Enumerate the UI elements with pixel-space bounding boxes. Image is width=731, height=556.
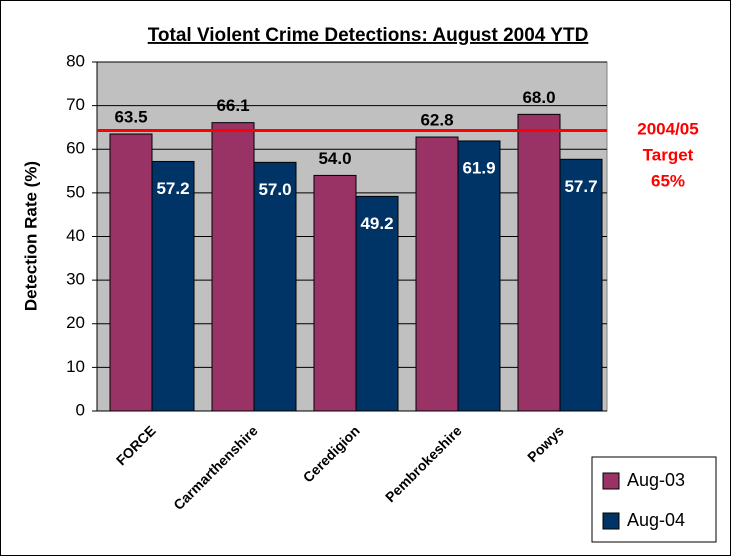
legend-label: Aug-04 xyxy=(627,510,685,530)
data-label: 57.0 xyxy=(258,180,291,199)
y-tick-label: 30 xyxy=(66,270,85,289)
legend-label: Aug-03 xyxy=(627,470,685,490)
y-tick-label: 40 xyxy=(66,226,85,245)
bar xyxy=(211,122,255,412)
bar xyxy=(109,133,153,412)
bar xyxy=(253,161,297,412)
y-tick-label: 50 xyxy=(66,182,85,201)
data-label: 62.8 xyxy=(420,111,453,130)
target-annotation: Target xyxy=(643,145,694,164)
y-tick-label: 80 xyxy=(66,51,85,70)
y-tick-label: 0 xyxy=(76,400,85,419)
y-axis-label: Detection Rate (%) xyxy=(21,161,40,311)
bar xyxy=(559,158,603,412)
data-label: 63.5 xyxy=(114,107,147,126)
data-label: 61.9 xyxy=(462,158,495,177)
legend-swatch xyxy=(602,472,620,490)
y-tick-label: 20 xyxy=(66,313,85,332)
bar xyxy=(517,113,561,412)
data-label: 57.2 xyxy=(156,179,189,198)
bar xyxy=(313,174,357,412)
data-label: 57.7 xyxy=(564,177,597,196)
bar xyxy=(151,160,195,412)
legend-swatch xyxy=(602,512,620,530)
y-tick-label: 10 xyxy=(66,357,85,376)
data-label: 49.2 xyxy=(360,214,393,233)
bar xyxy=(457,140,501,412)
target-annotation: 65% xyxy=(651,171,685,190)
bar xyxy=(415,136,459,412)
target-annotation: 2004/05 xyxy=(637,119,698,138)
y-tick-label: 70 xyxy=(66,95,85,114)
y-tick-label: 60 xyxy=(66,139,85,158)
data-label: 66.1 xyxy=(216,96,249,115)
bar xyxy=(355,195,399,412)
chart-title: Total Violent Crime Detections: August 2… xyxy=(148,25,589,46)
data-label: 54.0 xyxy=(318,149,351,168)
data-label: 68.0 xyxy=(522,88,555,107)
